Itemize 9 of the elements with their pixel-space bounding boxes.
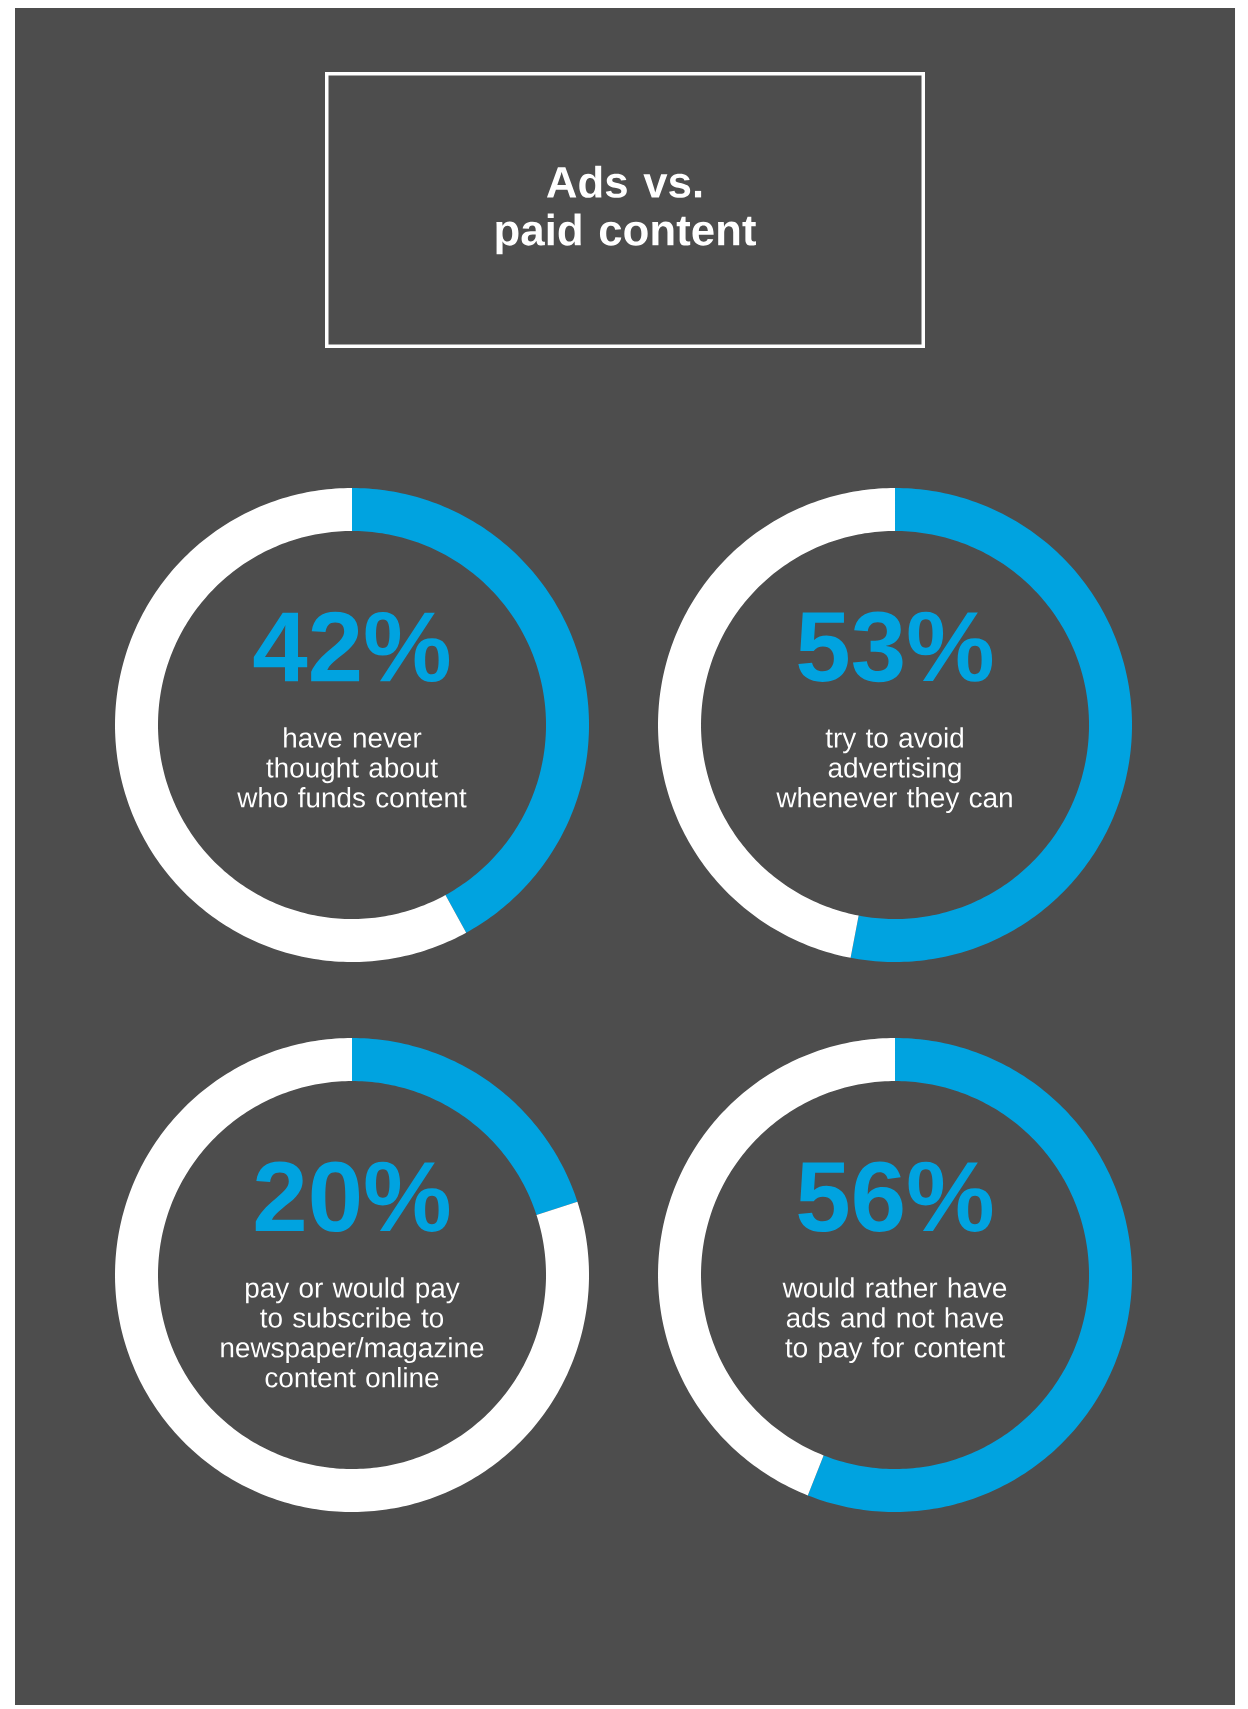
text: would rather have ads and not have to pay for content (782, 1277, 1007, 1364)
text: try to avoid advertising whenever they can (776, 727, 1012, 814)
data-label: 53% (798, 611, 993, 683)
data-label: 56% (798, 1161, 993, 1233)
data-label: 42% (253, 611, 450, 682)
text: Ads vs. paid content (496, 165, 756, 255)
data-label: 20% (255, 1161, 450, 1233)
text: have never thought about who funds content (237, 727, 467, 808)
text: pay or would pay to subscribe to newspaper/magazine content online (221, 1277, 484, 1388)
